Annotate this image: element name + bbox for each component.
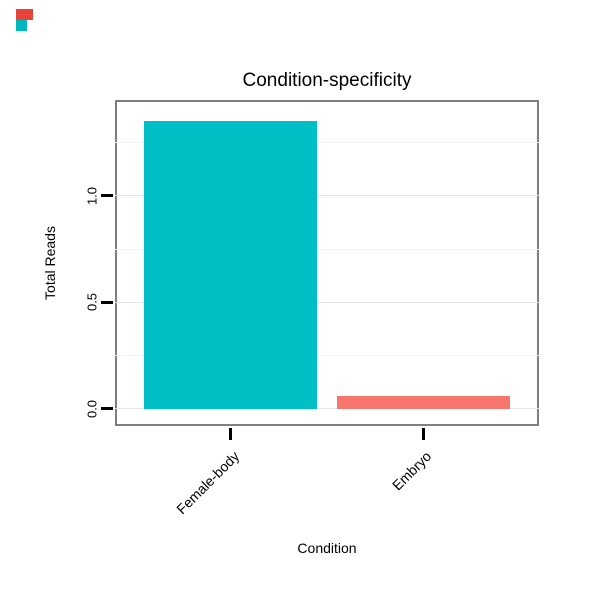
x-tickmark-female-body	[229, 428, 233, 440]
gridline-major	[115, 195, 539, 197]
bar-female-body	[143, 121, 318, 409]
gridline-minor	[115, 248, 539, 250]
corner-swatch-teal	[16, 20, 27, 31]
y-axis-label: Total Reads	[42, 226, 58, 300]
gridline-minor	[115, 355, 539, 357]
x-tickmark-embryo	[421, 428, 425, 440]
y-tickmark-0.5	[101, 300, 113, 304]
gridline-minor	[115, 142, 539, 144]
corner-swatch-red	[16, 9, 33, 20]
y-tick-label-0.0: 0.0	[84, 399, 100, 418]
chart-title: Condition-specificity	[242, 70, 412, 91]
y-tick-label-1.0: 1.0	[84, 186, 100, 205]
x-axis-label: Condition	[297, 540, 357, 556]
gridline-major	[115, 301, 539, 303]
y-tickmark-0.0	[101, 407, 113, 411]
y-tickmark-1.0	[101, 194, 113, 198]
gridline-major	[115, 408, 539, 410]
y-tick-label-0.5: 0.5	[84, 293, 100, 312]
bar-embryo	[336, 396, 511, 409]
